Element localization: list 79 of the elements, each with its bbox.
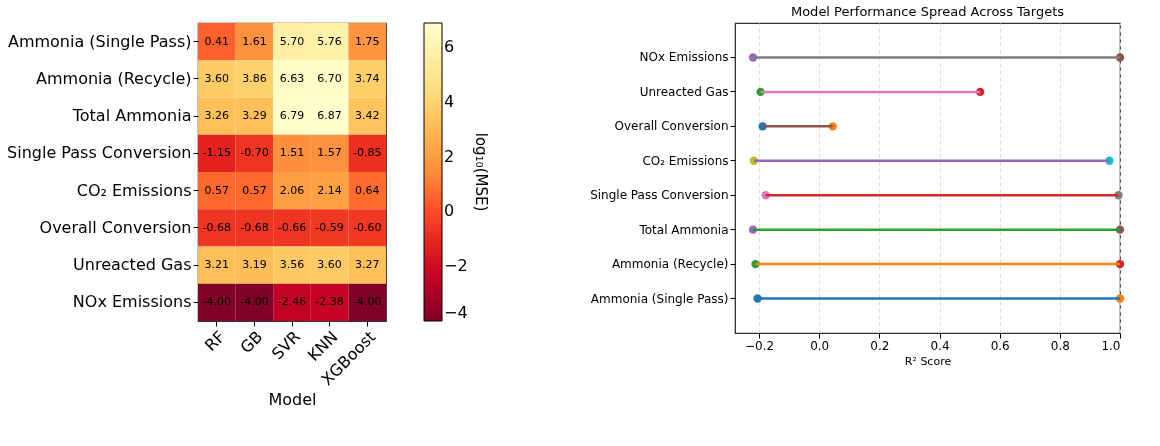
data-label: -0.85 [352, 146, 382, 160]
chart-title: Model Performance Spread Across Targets [790, 4, 1065, 19]
color-bar-label: −4 [444, 303, 468, 322]
data-label: 0.64 [354, 183, 380, 197]
data-label: 0.57 [242, 183, 267, 197]
x-tick-label: GB [236, 327, 267, 358]
data-label: 2.14 [317, 183, 342, 197]
x-tick-label: SVR [267, 327, 305, 364]
data-label: 0.57 [204, 183, 230, 197]
data-label: -2.38 [315, 295, 344, 309]
y-tick-label: CO₂ Emissions [76, 180, 192, 200]
y-tick-label: Overall Conversion [614, 119, 729, 134]
color-bar-title: log₁₀(MSE) [472, 132, 490, 212]
data-label: 6.87 [317, 109, 342, 123]
color-bar-label: 6 [444, 36, 455, 56]
x-tick-label: 0.8 [1050, 338, 1070, 353]
y-tick-label: Total Ammonia [638, 222, 729, 237]
y-tick-label: NOx Emissions [72, 292, 192, 312]
y-tick-label: Ammonia (Single Pass) [7, 31, 192, 51]
data-label: 3.26 [204, 109, 230, 123]
x-tick-label: 0.4 [930, 338, 950, 353]
data-label: 3.86 [242, 71, 267, 85]
data-label: -0.60 [352, 220, 382, 234]
x-axis-title: R² Score [904, 354, 952, 368]
data-label: 6.79 [279, 109, 305, 123]
y-tick-label: Total Ammonia [71, 106, 192, 126]
data-label: -0.66 [277, 220, 307, 234]
data-label: -4.00 [352, 295, 382, 309]
data-label: -2.46 [277, 295, 307, 309]
data-label: 3.60 [204, 71, 230, 85]
y-tick-label: Single Pass Conversion [7, 143, 192, 163]
x-axis-title: Model [268, 390, 317, 410]
data-label: 3.56 [279, 258, 305, 272]
data-label: 3.29 [242, 109, 267, 123]
y-tick-label: Ammonia (Single Pass) [590, 291, 729, 306]
x-tick-label: 0.2 [870, 338, 890, 353]
data-label: -0.68 [240, 220, 269, 234]
data-label: -4.00 [202, 295, 232, 309]
data-label: 3.27 [354, 258, 380, 272]
x-tick-label: RF [201, 327, 229, 355]
data-label: 6.70 [317, 71, 342, 85]
data-label: 5.70 [279, 34, 305, 48]
bar [753, 228, 1120, 231]
data-label: 3.42 [354, 109, 380, 123]
data-label: 3.21 [204, 258, 230, 272]
data-label: 3.74 [354, 71, 380, 85]
data-label: 1.57 [317, 146, 342, 160]
x-tick-label: 0.6 [990, 338, 1010, 353]
data-label: -0.70 [240, 146, 269, 160]
data-label: -0.59 [315, 220, 344, 234]
data-label: -0.68 [202, 220, 232, 234]
data-label: 1.61 [242, 34, 267, 48]
x-tick-label: −0.2 [744, 338, 775, 353]
data-label: -4.00 [240, 295, 269, 309]
data-label: 1.75 [354, 34, 380, 48]
data-label: 3.60 [317, 258, 342, 272]
y-tick-label: CO₂ Emissions [642, 153, 729, 168]
bar [753, 56, 1120, 59]
y-tick-label: Unreacted Gas [639, 84, 729, 99]
y-tick-label: Overall Conversion [39, 217, 192, 237]
y-tick-label: Ammonia (Recycle) [611, 257, 729, 272]
y-tick-label: NOx Emissions [639, 50, 729, 65]
color-bar-label: 0 [444, 201, 455, 221]
y-tick-label: Ammonia (Recycle) [36, 68, 192, 88]
data-label: 3.19 [242, 258, 267, 272]
color-bar-label: 2 [444, 146, 455, 166]
data-label: 2.06 [279, 183, 305, 197]
x-tick-label: 1.0 [1101, 338, 1121, 353]
data-label: 5.76 [317, 34, 342, 48]
y-tick-label: Single Pass Conversion [590, 188, 729, 203]
x-tick-label: 0.0 [810, 338, 830, 353]
data-label: 1.51 [279, 146, 305, 160]
color-bar-label: −2 [444, 256, 468, 276]
y-tick-label: Unreacted Gas [73, 255, 192, 275]
bar [762, 125, 833, 128]
data-label: 6.63 [279, 71, 305, 85]
data-label: -1.15 [202, 146, 232, 160]
color-bar-label: 4 [444, 91, 455, 111]
data-label: 0.41 [204, 34, 230, 48]
